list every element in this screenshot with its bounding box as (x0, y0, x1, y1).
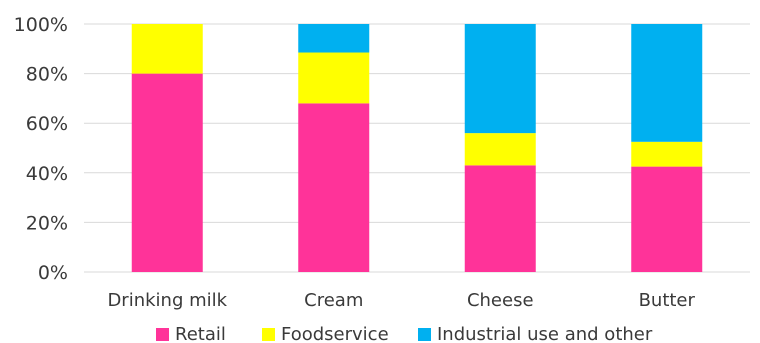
legend-swatch (156, 328, 169, 341)
legend: Retail Foodservice Industrial use and othe… (156, 324, 653, 343)
y-tick-label: 40% (26, 163, 68, 185)
legend-swatch (418, 328, 431, 341)
bars (131, 24, 703, 272)
y-tick-label: 100% (14, 14, 68, 36)
y-tick-label: 0% (38, 262, 68, 284)
bar-segment-industrial-use-and-other-cheese (464, 24, 536, 134)
bar-segment-retail-cream (298, 103, 370, 272)
legend-label: Foodservice (281, 324, 389, 343)
y-tick-label: 80% (26, 64, 68, 86)
bar-segment-industrial-use-and-other-cream (298, 24, 370, 53)
y-axis-tick-labels: 0% 20% 40% 60% 80% 100% (14, 14, 68, 284)
bar-segment-retail-cheese (464, 165, 536, 272)
y-tick-label: 60% (26, 113, 68, 135)
legend-swatch (262, 328, 275, 341)
x-axis-category-labels: Drinking milk Cream Cheese Butter (107, 290, 695, 311)
bar-segment-industrial-use-and-other-butter (631, 24, 703, 142)
x-category-label: Cheese (467, 290, 534, 311)
bar-segment-retail-butter (631, 166, 703, 272)
bar-segment-foodservice-cheese (464, 133, 536, 166)
legend-label: Retail (175, 324, 226, 343)
bar-segment-retail-drinking-milk (131, 73, 203, 272)
bar-segment-foodservice-cream (298, 52, 370, 104)
bar-segment-foodservice-drinking-milk (131, 24, 203, 74)
bar-segment-foodservice-butter (631, 141, 703, 167)
legend-label: Industrial use and other (437, 324, 653, 343)
x-category-label: Drinking milk (107, 290, 227, 311)
x-category-label: Cream (304, 290, 363, 311)
y-tick-label: 20% (26, 212, 68, 234)
x-category-label: Butter (639, 290, 696, 311)
